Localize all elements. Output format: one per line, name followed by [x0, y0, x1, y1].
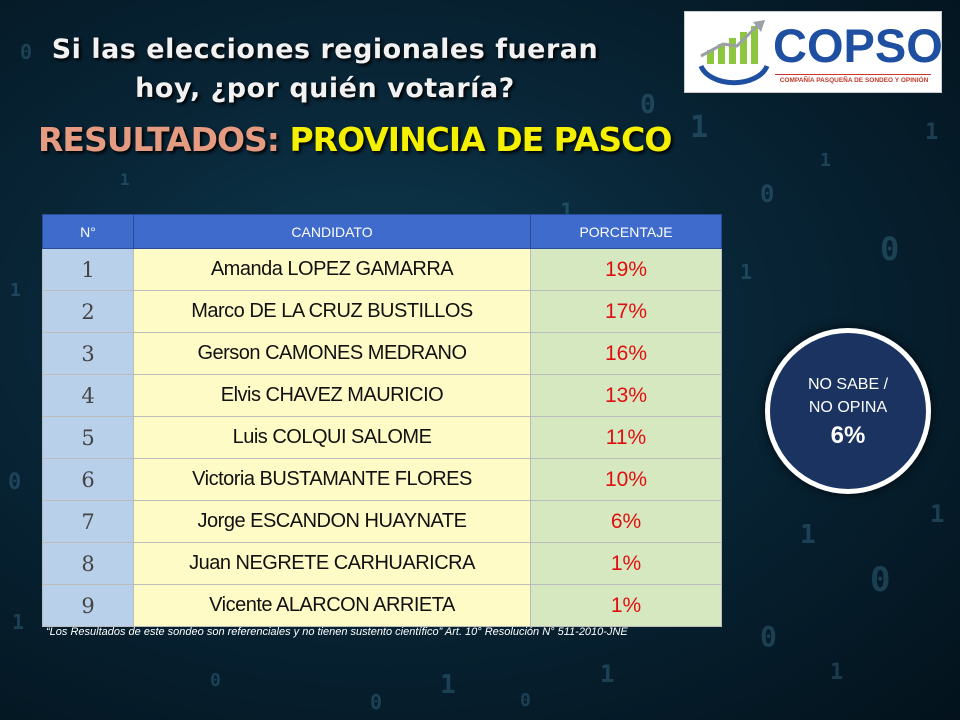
candidate-percentage: 16%	[530, 332, 722, 375]
candidate-percentage: 1%	[530, 542, 722, 585]
question-line-1: Si las elecciones regionales fueran	[51, 34, 599, 65]
growth-chart-icon	[698, 20, 770, 86]
row-number: 3	[42, 332, 134, 375]
candidate-name: Vicente ALARCON ARRIETA	[133, 584, 531, 627]
results-place: PROVINCIA DE PASCO	[289, 120, 672, 159]
candidate-percentage: 10%	[530, 458, 722, 501]
no-opinion-percentage: 6%	[830, 421, 866, 449]
no-opinion-badge: NO SABE / NO OPINA 6%	[765, 328, 931, 494]
table-row: 1 Amanda LOPEZ GAMARRA 19%	[42, 248, 722, 291]
survey-question: Si las elecciones regionales fueran hoy,…	[30, 30, 620, 108]
candidate-name: Elvis CHAVEZ MAURICIO	[133, 374, 531, 417]
row-number: 6	[42, 458, 134, 501]
results-prefix: RESULTADOS:	[38, 120, 280, 159]
no-opinion-line-1: NO SABE /	[807, 375, 889, 393]
legal-footnote: “Los Resultados de este sondeo son refer…	[46, 626, 628, 638]
candidate-percentage: 19%	[530, 248, 722, 291]
candidate-name: Luis COLQUI SALOME	[133, 416, 531, 459]
table-row: 9 Vicente ALARCON ARRIETA 1%	[42, 584, 722, 627]
candidate-name: Jorge ESCANDON HUAYNATE	[133, 500, 531, 543]
row-number: 8	[42, 542, 134, 585]
column-header-percentage: PORCENTAJE	[530, 214, 722, 249]
row-number: 4	[42, 374, 134, 417]
row-number: 9	[42, 584, 134, 627]
candidate-percentage: 17%	[530, 290, 722, 333]
column-header-number: N°	[42, 214, 134, 249]
logo-tagline: COMPAÑÍA PASQUEÑA DE SONDEO Y OPINIÓN	[779, 77, 929, 84]
candidate-percentage: 13%	[530, 374, 722, 417]
candidate-name: Marco DE LA CRUZ BUSTILLOS	[133, 290, 531, 333]
no-opinion-line-2: NO OPINA	[808, 398, 888, 416]
candidate-percentage: 11%	[530, 416, 722, 459]
candidate-name: Gerson CAMONES MEDRANO	[133, 332, 531, 375]
column-header-candidate: CANDIDATO	[133, 214, 531, 249]
candidate-percentage: 1%	[530, 584, 722, 627]
candidate-name: Amanda LOPEZ GAMARRA	[133, 248, 531, 291]
candidate-percentage: 6%	[530, 500, 722, 543]
table-header-row: N° CANDIDATO PORCENTAJE	[42, 214, 722, 249]
table-row: 5 Luis COLQUI SALOME 11%	[42, 416, 722, 459]
results-table: N° CANDIDATO PORCENTAJE 1 Amanda LOPEZ G…	[42, 214, 722, 627]
row-number: 1	[42, 248, 134, 291]
row-number: 2	[42, 290, 134, 333]
table-row: 4 Elvis CHAVEZ MAURICIO 13%	[42, 374, 722, 417]
row-number: 7	[42, 500, 134, 543]
candidate-name: Juan NEGRETE CARHUARICRA	[133, 542, 531, 585]
table-row: 7 Jorge ESCANDON HUAYNATE 6%	[42, 500, 722, 543]
table-row: 8 Juan NEGRETE CARHUARICRA 1%	[42, 542, 722, 585]
table-row: 3 Gerson CAMONES MEDRANO 16%	[42, 332, 722, 375]
table-row: 2 Marco DE LA CRUZ BUSTILLOS 17%	[42, 290, 722, 333]
table-row: 6 Victoria BUSTAMANTE FLORES 10%	[42, 458, 722, 501]
logo-name: COPSO	[773, 19, 943, 72]
row-number: 5	[42, 416, 134, 459]
copso-logo: COPSO COMPAÑÍA PASQUEÑA DE SONDEO Y OPIN…	[684, 11, 943, 93]
candidate-name: Victoria BUSTAMANTE FLORES	[133, 458, 531, 501]
results-title: RESULTADOS: PROVINCIA DE PASCO	[38, 120, 672, 159]
question-line-2: hoy, ¿por quién votaría?	[135, 73, 515, 104]
logo-divider	[775, 74, 931, 75]
